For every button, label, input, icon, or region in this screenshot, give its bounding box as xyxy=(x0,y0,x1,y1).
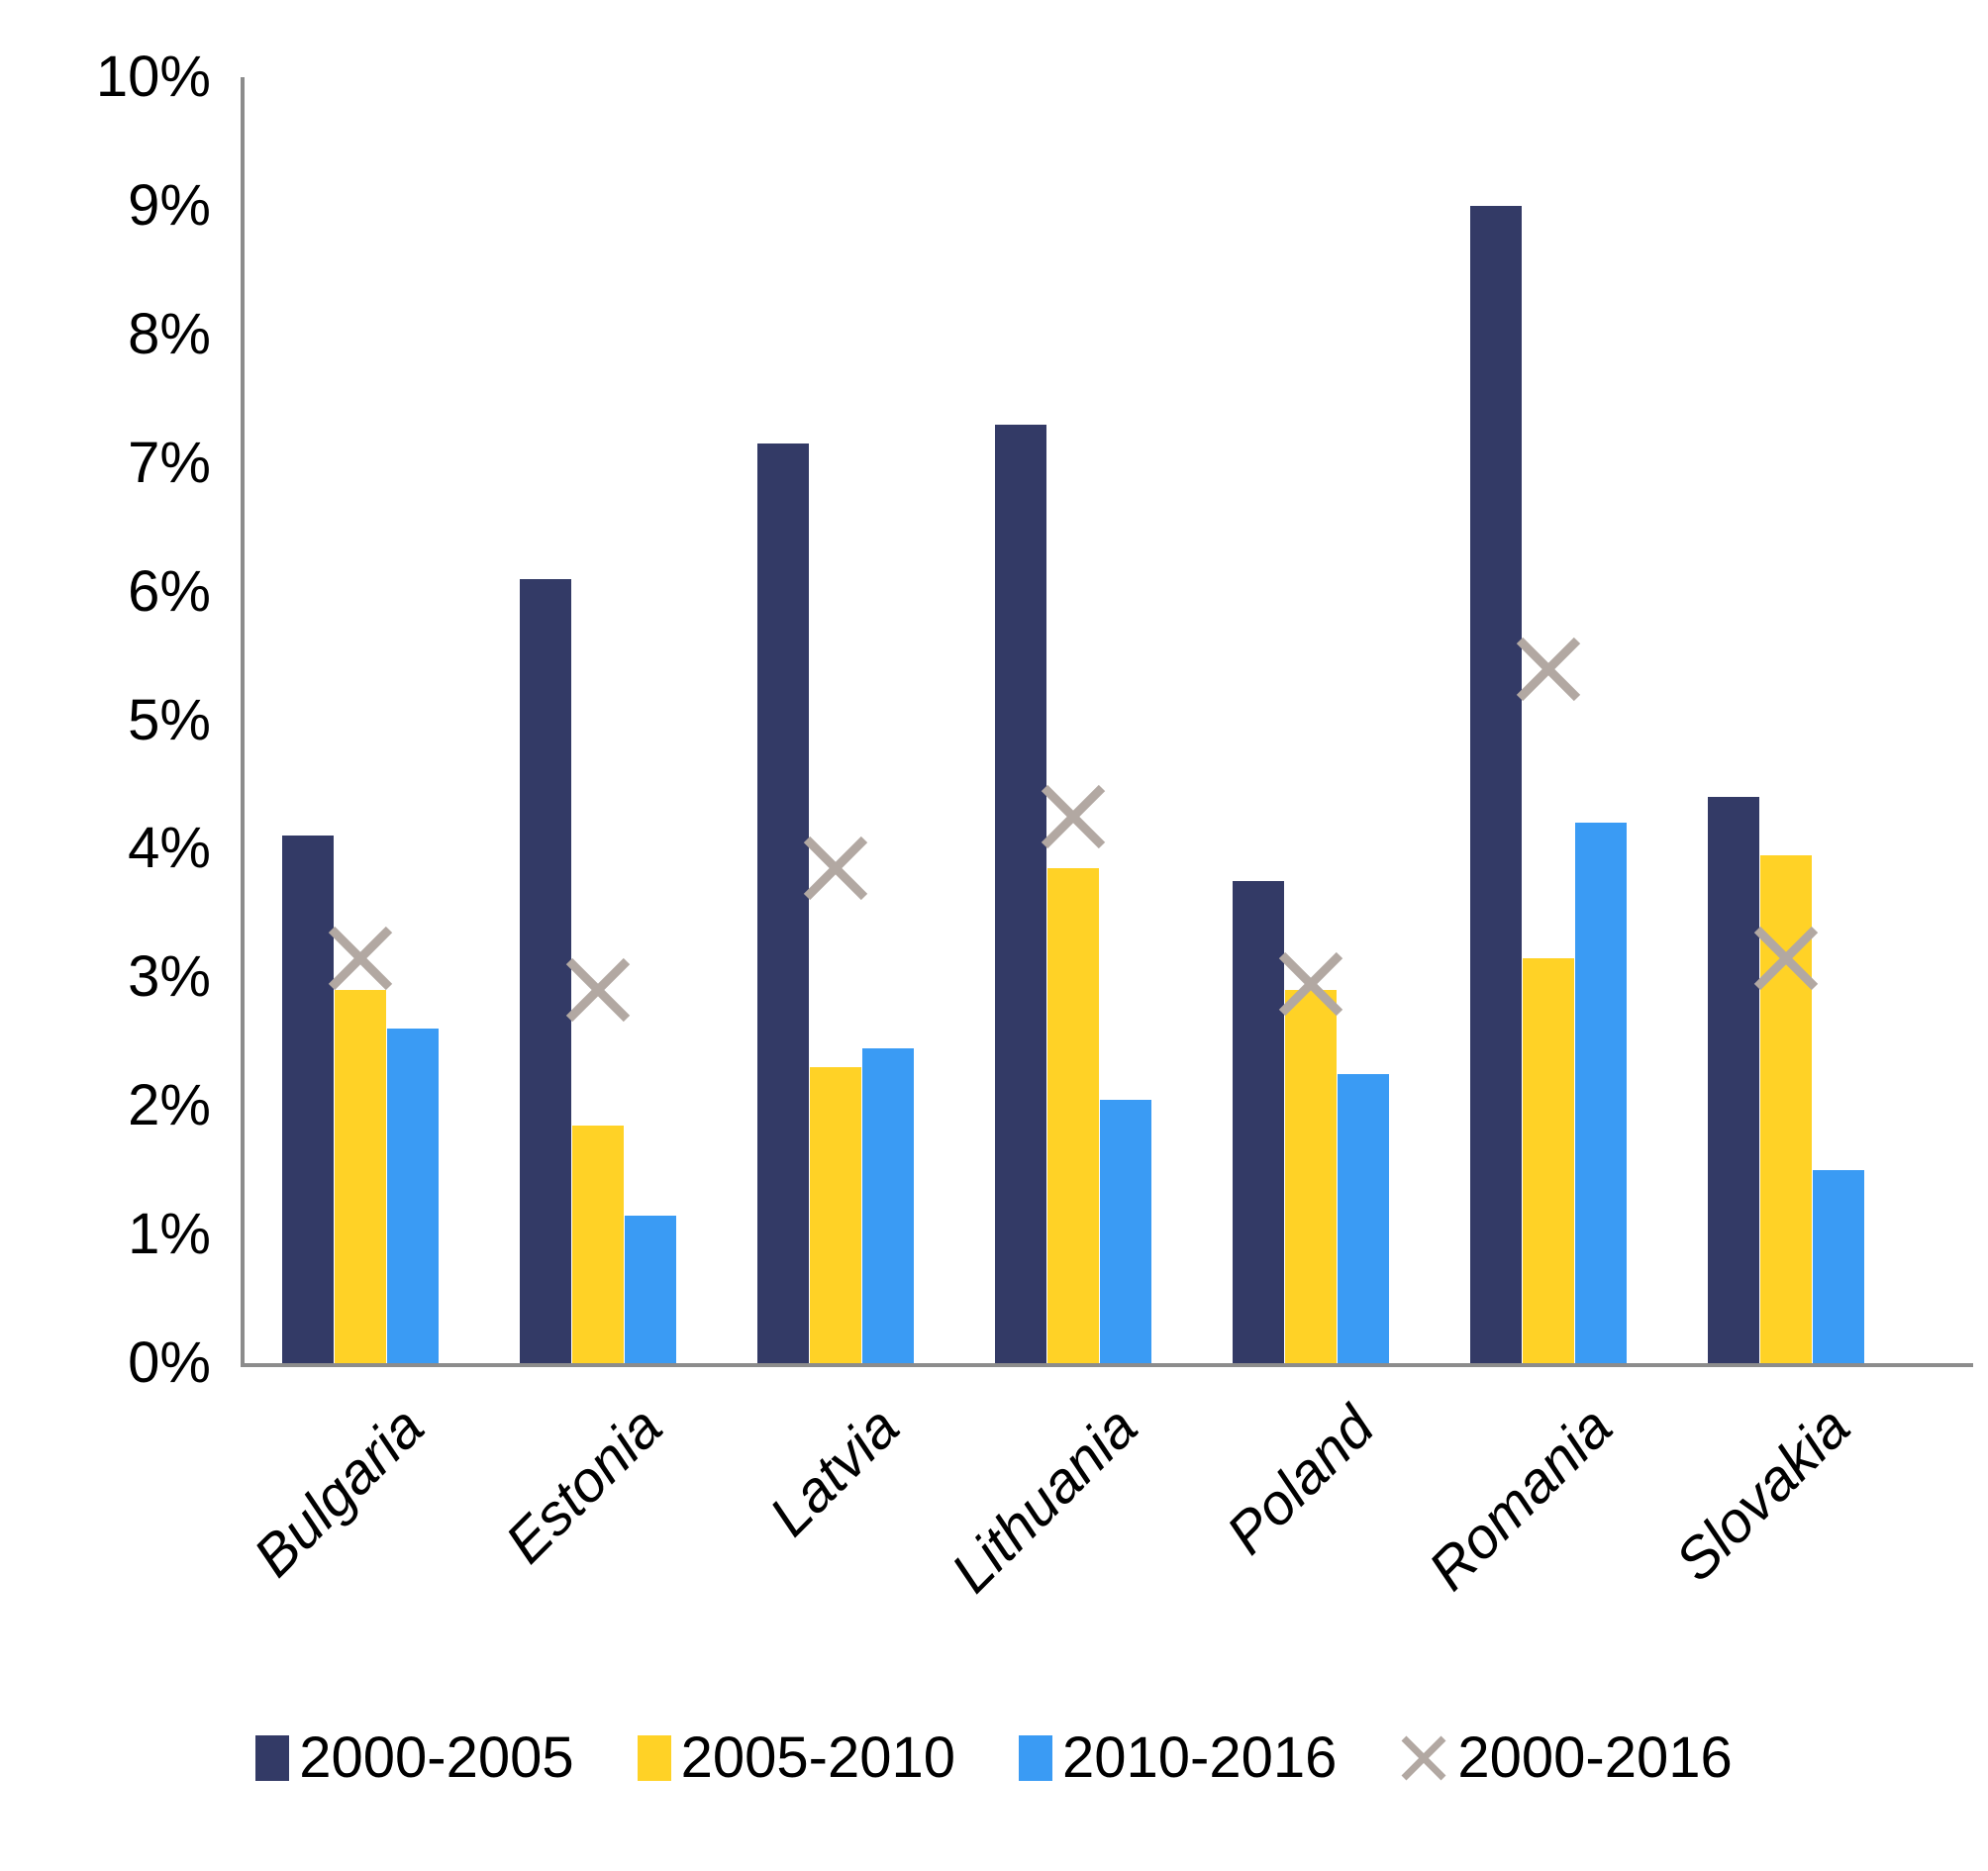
legend-swatch-2005-2010 xyxy=(637,1734,671,1781)
bar-2010-2016-romania xyxy=(1575,823,1627,1363)
chart-legend: 2000-2005 2005-2010 2010-2016 2000-2016 xyxy=(0,1724,1988,1791)
bar-2000-2005-romania xyxy=(1470,205,1522,1363)
bar-2000-2005-slovakia xyxy=(1708,797,1759,1363)
legend-label: 2005-2010 xyxy=(680,1725,955,1790)
x-marker-2000-2016-romania xyxy=(1516,637,1581,702)
category-label-text: Slovakia xyxy=(1662,1394,1862,1594)
bar-2005-2010-poland xyxy=(1285,990,1337,1363)
y-tick-label-10-: 10% xyxy=(95,45,211,109)
y-tick-label-0-: 0% xyxy=(128,1330,211,1395)
y-tick-label-3-: 3% xyxy=(128,944,211,1010)
legend-label: 2000-2016 xyxy=(1457,1725,1733,1790)
legend-item-2010-2016: 2010-2016 xyxy=(1019,1724,1337,1791)
y-tick-label-1-: 1% xyxy=(128,1202,211,1267)
legend-item-2005-2010: 2005-2010 xyxy=(637,1724,955,1791)
bar-2000-2005-poland xyxy=(1233,880,1284,1363)
y-tick-label-7-: 7% xyxy=(128,430,211,495)
x-marker-2000-2016-latvia xyxy=(803,836,868,901)
bar-2010-2016-lithuania xyxy=(1100,1099,1151,1363)
legend-swatch-2000-2005 xyxy=(255,1734,290,1781)
category-label-slovakia: Slovakia xyxy=(1390,1394,1862,1594)
x-marker-2000-2016-estonia xyxy=(565,957,631,1023)
x-marker-2000-2016-slovakia xyxy=(1753,926,1819,991)
bar-2000-2005-latvia xyxy=(757,443,809,1363)
bar-2005-2010-estonia xyxy=(572,1125,624,1363)
legend-label: 2010-2016 xyxy=(1062,1725,1338,1790)
bar-2000-2005-estonia xyxy=(520,578,571,1363)
legend-item-2000-2016: 2000-2016 xyxy=(1400,1724,1733,1791)
y-tick-label-6-: 6% xyxy=(128,558,211,624)
bar-2005-2010-bulgaria xyxy=(335,990,386,1363)
x-marker-2000-2016-poland xyxy=(1278,951,1343,1017)
bar-2005-2010-lithuania xyxy=(1047,867,1099,1363)
x-marker-2000-2016-lithuania xyxy=(1041,784,1106,849)
y-tick-label-8-: 8% xyxy=(128,301,211,366)
legend-swatch-2010-2016 xyxy=(1019,1734,1052,1781)
bar-2010-2016-bulgaria xyxy=(387,1029,439,1363)
legend-label: 2000-2005 xyxy=(299,1725,574,1790)
y-tick-label-2-: 2% xyxy=(128,1073,211,1138)
x-marker-2000-2016-bulgaria xyxy=(328,926,393,991)
y-tick-label-4-: 4% xyxy=(128,816,211,881)
bar-2010-2016-slovakia xyxy=(1813,1170,1864,1363)
x-axis-line xyxy=(241,1363,1973,1367)
bar-2010-2016-estonia xyxy=(625,1215,676,1363)
y-axis-line xyxy=(241,77,245,1367)
y-tick-label-9-: 9% xyxy=(128,172,211,238)
bar-2005-2010-latvia xyxy=(810,1067,861,1363)
bar-2000-2005-lithuania xyxy=(995,424,1046,1363)
bar-2010-2016-latvia xyxy=(862,1047,914,1363)
bar-2010-2016-poland xyxy=(1338,1073,1389,1363)
y-tick-label-5-: 5% xyxy=(128,687,211,752)
bar-2000-2005-bulgaria xyxy=(282,836,334,1363)
legend-x-marker-icon xyxy=(1400,1734,1447,1782)
bar-2005-2010-romania xyxy=(1523,957,1574,1363)
legend-item-2000-2005: 2000-2005 xyxy=(255,1724,574,1791)
